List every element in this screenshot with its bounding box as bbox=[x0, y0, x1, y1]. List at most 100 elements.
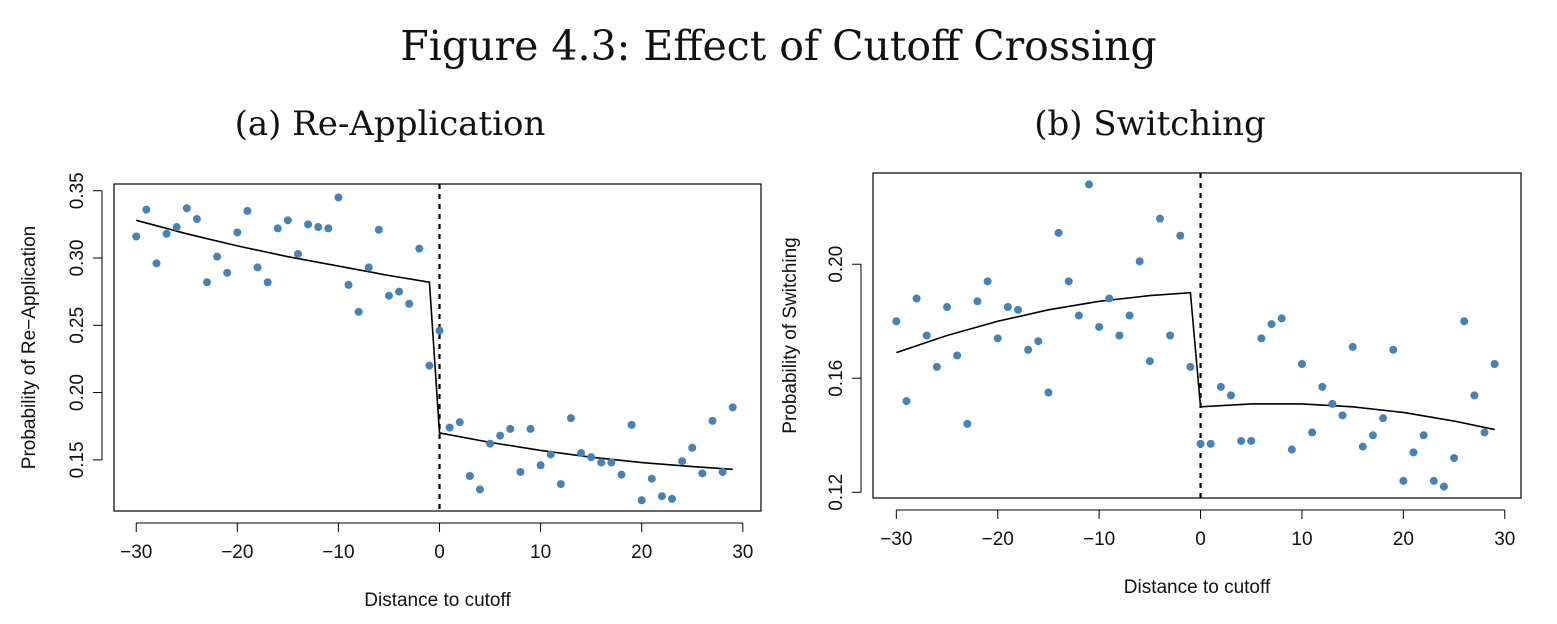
panel-a-data-point bbox=[435, 326, 444, 335]
panel-b-data-point bbox=[1308, 428, 1317, 437]
panel-b-data-point bbox=[1379, 414, 1388, 423]
panel-a-data-point bbox=[455, 418, 464, 427]
panel-b-data-point bbox=[1125, 311, 1134, 320]
panel-b-data-point bbox=[1338, 411, 1347, 420]
panel-a-data-point bbox=[647, 474, 656, 483]
panel-b-y-tick-label: 0.12 bbox=[826, 474, 847, 511]
panel-a-data-point bbox=[708, 416, 717, 425]
panel-b-data-point bbox=[1348, 342, 1357, 351]
panel-b-x-axis: −30 −20 −10 0 10 20 30 bbox=[880, 509, 1515, 550]
panel-b-data-point bbox=[1166, 331, 1175, 340]
panel-b-data-point bbox=[1368, 431, 1377, 440]
panel-a-data-point bbox=[182, 204, 191, 213]
panel-b-x-tick-label: 30 bbox=[1494, 529, 1515, 550]
panel-b-data-point bbox=[1105, 294, 1114, 303]
panel-a-data-point bbox=[203, 278, 212, 287]
panel-b-data-point bbox=[1480, 428, 1489, 437]
panel-b-data-point bbox=[1064, 277, 1073, 286]
panel-b-data-point bbox=[1196, 439, 1205, 448]
panel-a-y-axis: 0.15 0.20 0.25 0.30 0.35 bbox=[67, 172, 103, 478]
panel-a-data-point bbox=[698, 469, 707, 478]
panel-b-data-point bbox=[983, 277, 992, 286]
panel-a-data-point bbox=[577, 449, 586, 458]
panel-b-data-point bbox=[1024, 345, 1033, 354]
panel-a-data-point bbox=[566, 414, 575, 423]
panel-b-data-point bbox=[1085, 180, 1093, 189]
panel-a-x-tick-label: −20 bbox=[221, 542, 253, 563]
panel-b-data-point bbox=[1135, 257, 1144, 266]
panel-a-data-point bbox=[395, 287, 404, 296]
panel-a-y-tick-label: 0.15 bbox=[67, 441, 88, 478]
panel-a-data-point bbox=[172, 223, 181, 232]
panel-b-y-tick-label: 0.16 bbox=[826, 360, 847, 397]
panel-a-data-point bbox=[233, 228, 242, 237]
panel-a-data-point bbox=[314, 223, 323, 232]
panel-b-x-tick-label: 0 bbox=[1195, 529, 1206, 550]
panel-a-data-point bbox=[324, 224, 333, 233]
panel-b-data-point bbox=[1399, 476, 1408, 485]
panel-a-data-point bbox=[657, 492, 666, 501]
panel-a-title: (a) Re-Application bbox=[234, 104, 546, 144]
panel-a-x-tick-label: 0 bbox=[434, 542, 445, 563]
panel-a-x-tick-label: 10 bbox=[530, 542, 551, 563]
panel-b-data-point bbox=[1267, 320, 1276, 329]
panel-b-data-point bbox=[1429, 476, 1438, 485]
panel-a-data-point bbox=[162, 229, 171, 238]
panel-a-data-point bbox=[344, 280, 353, 289]
panel-b-data-point bbox=[973, 297, 982, 306]
panel-b-data-point bbox=[1014, 305, 1023, 314]
panel-b-data-point bbox=[1328, 399, 1337, 408]
panel-a-data-point bbox=[516, 467, 525, 476]
panel-b-data-point bbox=[1409, 448, 1418, 457]
panel-b-x-tick-label: 20 bbox=[1393, 529, 1414, 550]
panel-b-data-point bbox=[1115, 331, 1124, 340]
panel-b-data-point bbox=[1450, 454, 1459, 463]
panel-b-data-point bbox=[1034, 337, 1043, 346]
panel-b-x-tick-label: 10 bbox=[1291, 529, 1312, 550]
panel-a-data-point bbox=[607, 458, 616, 467]
panel-b-data-point bbox=[1460, 317, 1469, 326]
panel-a-data-point bbox=[637, 496, 646, 505]
panel-a-x-tick-label: 20 bbox=[631, 542, 652, 563]
panel-b-data-point bbox=[1277, 314, 1286, 323]
panel-b-data-point bbox=[1186, 362, 1195, 371]
panel-b-data-point bbox=[1226, 391, 1235, 400]
panel-a-data-point bbox=[273, 224, 282, 233]
panel-b-points bbox=[892, 180, 1499, 491]
panel-a-y-tick-label: 0.20 bbox=[67, 374, 88, 411]
panel-b-x-axis-label: Distance to cutoff bbox=[1124, 577, 1271, 598]
panel-b-data-point bbox=[1389, 345, 1398, 354]
panel-a-data-point bbox=[627, 420, 636, 429]
panel-b-x-tick-label: −10 bbox=[1083, 529, 1115, 550]
panel-b-y-axis-label: Probability of Switching bbox=[780, 237, 801, 433]
panel-b-y-tick-label: 0.20 bbox=[826, 246, 847, 283]
panel-b-data-point bbox=[1247, 436, 1256, 445]
panel-a-x-tick-label: −10 bbox=[322, 542, 354, 563]
panel-a-data-point bbox=[617, 470, 626, 479]
panel-a-data-point bbox=[668, 494, 677, 503]
panel-a-data-point bbox=[425, 361, 434, 370]
panel-a-data-point bbox=[374, 225, 383, 234]
panel-b-data-point bbox=[953, 351, 962, 360]
panel-a-data-point bbox=[445, 423, 454, 432]
panel-a-data-point bbox=[486, 439, 495, 448]
panel-b-data-point bbox=[1358, 442, 1367, 451]
panel-a-x-tick-label: 30 bbox=[732, 542, 753, 563]
panel-a-data-point bbox=[506, 424, 515, 433]
panel-a-data-point bbox=[192, 214, 201, 223]
panel-b-data-point bbox=[1095, 322, 1104, 331]
panel-b-data-point bbox=[912, 294, 921, 303]
panel-b-data-point bbox=[1054, 228, 1063, 237]
panel-a-data-point bbox=[384, 291, 393, 300]
panel-a-fit-line bbox=[136, 219, 733, 471]
panel-b-data-point bbox=[1044, 388, 1053, 397]
panel-a-y-tick-label: 0.25 bbox=[67, 307, 88, 344]
panel-b-data-point bbox=[1074, 311, 1083, 320]
panel-a-data-point bbox=[546, 450, 555, 459]
panel-a-data-point bbox=[283, 216, 292, 225]
panel-b-data-point bbox=[1318, 382, 1327, 391]
panel-b-fit-line bbox=[896, 291, 1495, 431]
